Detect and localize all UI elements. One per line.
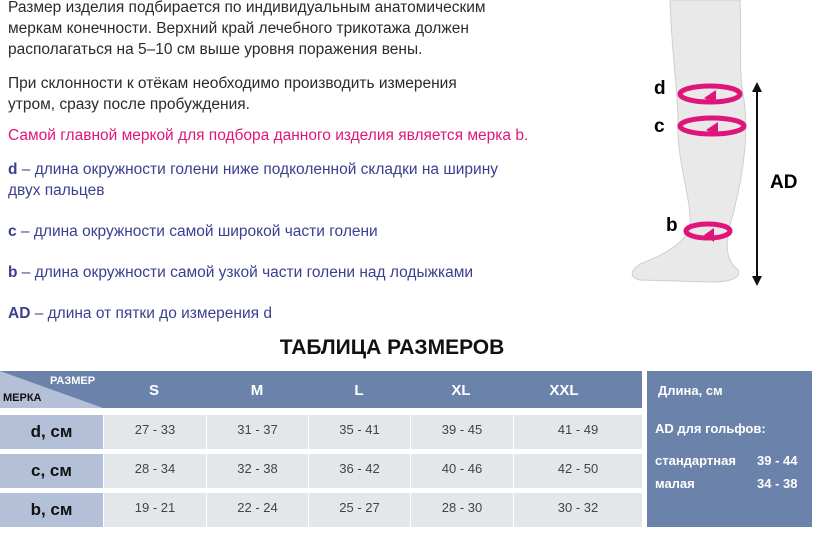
text-line: При склонности к отёкам необходимо произ… xyxy=(8,75,457,92)
row-label: b, см xyxy=(0,493,103,527)
size-header-xl: XL xyxy=(451,382,471,399)
label-c: c xyxy=(654,116,665,137)
label-ad: AD xyxy=(770,172,797,193)
size-header-s: S xyxy=(148,382,159,399)
def-text: – длина окружности голени ниже подколенн… xyxy=(17,161,499,178)
standard-value: 39 - 44 xyxy=(757,453,798,468)
length-panel: Длина, см AD для гольфов: стандартная 39… xyxy=(647,371,812,527)
arrowheads xyxy=(704,90,718,242)
table-cell: 22 - 24 xyxy=(207,493,308,527)
standard-label: стандартная xyxy=(655,453,736,468)
size-header-l: L xyxy=(354,382,364,399)
intro-paragraph-1: Размер изделия подбирается по индивидуал… xyxy=(8,0,486,60)
size-header-xxl: XXL xyxy=(549,382,579,399)
table-cell: 36 - 42 xyxy=(309,454,410,488)
def-key: d xyxy=(8,161,18,178)
def-text: – длина окружности самой широкой части г… xyxy=(16,223,378,240)
table-cell: 42 - 50 xyxy=(514,454,642,488)
table-cell: 35 - 41 xyxy=(309,415,410,449)
leg-diagram: d c b AD xyxy=(631,0,797,286)
definition-d: d – длина окружности голени ниже подколе… xyxy=(8,159,498,201)
definition-b: b – длина окружности самой узкой части г… xyxy=(8,262,473,283)
text-line: Размер изделия подбирается по индивидуал… xyxy=(8,0,486,16)
label-d: d xyxy=(654,78,666,99)
def-text: – длина от пятки до измерения d xyxy=(30,305,272,322)
def-key: AD xyxy=(8,305,31,322)
definition-c: c – длина окружности самой широкой части… xyxy=(8,221,378,242)
def-key: b xyxy=(8,264,18,281)
table-cell: 28 - 30 xyxy=(411,493,513,527)
table-cell: 39 - 45 xyxy=(411,415,513,449)
ring-d xyxy=(677,83,743,105)
def-text: двух пальцев xyxy=(8,182,105,199)
table-cell: 31 - 37 xyxy=(207,415,308,449)
corner-cell xyxy=(0,371,103,408)
small-value: 34 - 38 xyxy=(757,476,798,491)
label-b: b xyxy=(666,215,678,236)
row-label: c, см xyxy=(0,454,103,488)
def-text: – длина окружности самой узкой части гол… xyxy=(17,264,474,281)
definition-ad: AD – длина от пятки до измерения d xyxy=(8,303,272,324)
size-header-m: M xyxy=(250,382,264,399)
table-cell: 27 - 33 xyxy=(104,415,206,449)
table-cell: 28 - 34 xyxy=(104,454,206,488)
text-line: утром, сразу после пробуждения. xyxy=(8,96,250,113)
length-title: Длина, см xyxy=(658,383,723,398)
ring-b xyxy=(683,221,733,241)
table-cell: 41 - 49 xyxy=(514,415,642,449)
leg-illustration xyxy=(631,0,747,283)
table-cell: 32 - 38 xyxy=(207,454,308,488)
title-text: ТАБЛИЦА РАЗМЕРОВ xyxy=(279,336,505,359)
ring-c xyxy=(677,115,747,137)
def-key: c xyxy=(8,223,17,240)
small-label: малая xyxy=(655,476,695,491)
text-line: располагаться на 5–10 см выше уровня пор… xyxy=(8,41,423,58)
table-cell: 19 - 21 xyxy=(104,493,206,527)
table-cell: 30 - 32 xyxy=(514,493,642,527)
highlight-note: Самой главной меркой для подбора данного… xyxy=(8,127,529,144)
corner-measure-label: МЕРКА xyxy=(3,392,42,404)
row-label: d, см xyxy=(0,415,103,449)
measure-rings xyxy=(677,83,747,241)
table-cell: 40 - 46 xyxy=(411,454,513,488)
corner-size-label: РАЗМЕР xyxy=(50,375,96,387)
intro-paragraph-2: При склонности к отёкам необходимо произ… xyxy=(8,73,457,115)
table-cell: 25 - 27 xyxy=(309,493,410,527)
text-line: меркам конечности. Верхний край лечебног… xyxy=(8,20,469,37)
length-subtitle: AD для гольфов: xyxy=(655,421,766,436)
table-header xyxy=(0,371,642,408)
size-table-title: ТАБЛИЦА РАЗМЕРОВ xyxy=(0,336,816,360)
